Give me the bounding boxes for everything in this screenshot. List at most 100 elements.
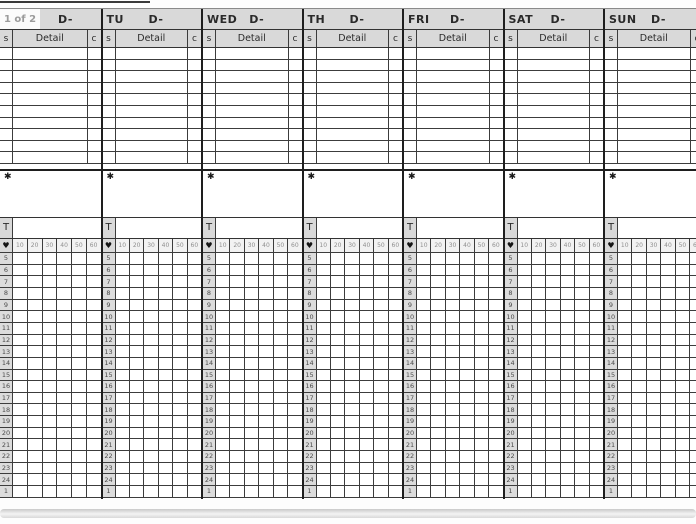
status-cell bbox=[203, 105, 216, 117]
status-cell bbox=[605, 152, 618, 163]
check-cell bbox=[88, 106, 101, 117]
time-slot-cell bbox=[676, 404, 691, 416]
time-slot-cell bbox=[661, 264, 676, 276]
hour-row: 15 bbox=[102, 369, 201, 382]
day-header: SAT D- bbox=[504, 9, 603, 30]
time-slot-cell bbox=[173, 381, 188, 392]
time-slot-cell bbox=[130, 462, 145, 474]
hour-row: 1 bbox=[102, 486, 201, 498]
status-cell bbox=[304, 94, 317, 105]
hour-label: 17 bbox=[605, 392, 618, 404]
time-slot-cell bbox=[661, 462, 676, 474]
check-cell bbox=[289, 141, 302, 152]
time-slot-cell bbox=[460, 357, 475, 369]
check-cell bbox=[188, 60, 201, 71]
hour-row: 20 bbox=[0, 427, 101, 440]
hour-label: 17 bbox=[303, 392, 317, 404]
time-slot-cell bbox=[389, 288, 402, 299]
hour-row: 12 bbox=[203, 334, 302, 347]
minute-header: 20 bbox=[431, 238, 446, 252]
time-slot-cell bbox=[13, 427, 28, 439]
detail-row bbox=[504, 71, 603, 83]
time-slot-cell bbox=[259, 381, 274, 392]
hour-row: 19 bbox=[303, 416, 402, 428]
time-slot-cell bbox=[618, 299, 633, 311]
detail-cell bbox=[13, 48, 88, 59]
time-slot-cell bbox=[317, 427, 331, 439]
hour-label: 11 bbox=[203, 322, 216, 334]
hour-label: 16 bbox=[102, 381, 116, 392]
time-slot-cell bbox=[144, 451, 159, 462]
time-slot-cell bbox=[345, 462, 360, 474]
hour-label: 5 bbox=[504, 252, 518, 264]
time-slot-cell bbox=[331, 451, 346, 462]
time-slot-cell bbox=[446, 264, 461, 276]
time-slot-cell bbox=[43, 462, 58, 474]
time-slot-cell bbox=[546, 486, 561, 497]
total-row: T bbox=[203, 217, 302, 239]
hour-row: 23 bbox=[303, 462, 402, 475]
hour-label: 6 bbox=[0, 264, 13, 276]
day-header: TH D- bbox=[303, 9, 402, 30]
detail-cell bbox=[518, 129, 590, 140]
time-slot-cell bbox=[417, 404, 432, 416]
day-date-label: D- bbox=[58, 12, 73, 26]
time-slot-cell bbox=[661, 311, 676, 322]
time-slot-cell bbox=[331, 427, 346, 439]
time-slot-cell bbox=[561, 451, 576, 462]
check-cell bbox=[289, 60, 302, 71]
time-slot-cell bbox=[632, 392, 647, 404]
time-slot-cell bbox=[216, 287, 231, 299]
detail-row bbox=[404, 71, 503, 83]
time-slot-cell bbox=[389, 404, 402, 415]
time-slot-cell bbox=[317, 462, 331, 474]
detail-cell bbox=[216, 94, 289, 105]
time-slot-cell bbox=[618, 334, 633, 346]
check-cell bbox=[389, 60, 402, 71]
time-slot-cell bbox=[417, 451, 432, 462]
time-slot-cell bbox=[532, 264, 547, 276]
hour-label: 21 bbox=[404, 439, 417, 451]
time-slot-cell bbox=[489, 323, 502, 334]
time-slot-cell bbox=[360, 427, 375, 439]
time-slot-cell bbox=[144, 416, 159, 427]
time-slot-cell bbox=[331, 252, 346, 264]
time-slot-cell bbox=[618, 357, 633, 369]
hour-label: 18 bbox=[404, 404, 417, 416]
time-slot-cell bbox=[360, 264, 375, 276]
time-slot-cell bbox=[374, 369, 389, 381]
hour-label: 21 bbox=[303, 439, 317, 451]
time-slot-cell bbox=[561, 287, 576, 299]
hour-row: 23 bbox=[605, 462, 696, 475]
time-slot-cell bbox=[159, 357, 174, 369]
total-label: T bbox=[605, 217, 618, 238]
time-slot-cell bbox=[28, 462, 43, 474]
detail-cell bbox=[13, 140, 88, 152]
time-slot-cell bbox=[431, 381, 446, 392]
time-slot-cell bbox=[647, 276, 662, 287]
time-slot-cell bbox=[460, 404, 475, 416]
time-slot-cell bbox=[518, 264, 532, 276]
time-slot-cell bbox=[618, 252, 633, 264]
time-slot-cell bbox=[661, 404, 676, 416]
detail-cell bbox=[13, 105, 88, 117]
time-slot-cell bbox=[216, 451, 231, 462]
time-slot-cell bbox=[259, 439, 274, 451]
time-slot-cell bbox=[188, 474, 201, 485]
time-slot-cell bbox=[518, 474, 532, 486]
time-slot-cell bbox=[345, 451, 360, 462]
time-slot-cell bbox=[144, 322, 159, 334]
time-slot-cell bbox=[446, 276, 461, 287]
hour-label: 10 bbox=[203, 311, 216, 322]
hour-label: 13 bbox=[404, 346, 417, 357]
time-slot-cell bbox=[417, 416, 432, 427]
heart-icon: ♥ bbox=[0, 238, 13, 252]
notes-box: ✱ bbox=[605, 168, 696, 218]
time-slot-cell bbox=[331, 392, 346, 404]
time-slot-cell bbox=[288, 311, 301, 322]
horizontal-scrollbar[interactable] bbox=[0, 509, 696, 518]
check-cell bbox=[289, 94, 302, 105]
hour-label: 17 bbox=[404, 392, 417, 404]
time-slot-cell bbox=[647, 287, 662, 299]
